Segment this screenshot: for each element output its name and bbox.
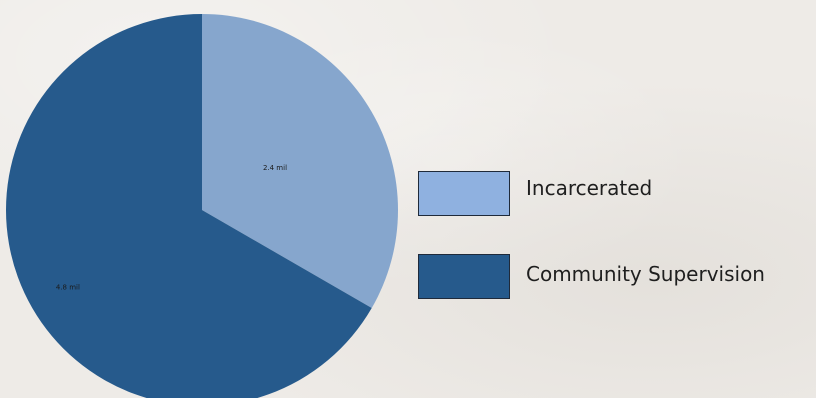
data-label-incarcerated: 2.4 mil (263, 164, 287, 172)
legend-swatch-community-supervision (418, 254, 510, 299)
legend-swatch-incarcerated (418, 171, 510, 216)
pie-slice-community-supervision (6, 14, 372, 398)
legend-label-community-supervision: Community Supervision (526, 262, 765, 286)
pie-slice-incarcerated (202, 14, 398, 308)
legend-label-incarcerated: Incarcerated (526, 176, 653, 200)
data-label-community-supervision: 4.8 mil (56, 283, 80, 291)
